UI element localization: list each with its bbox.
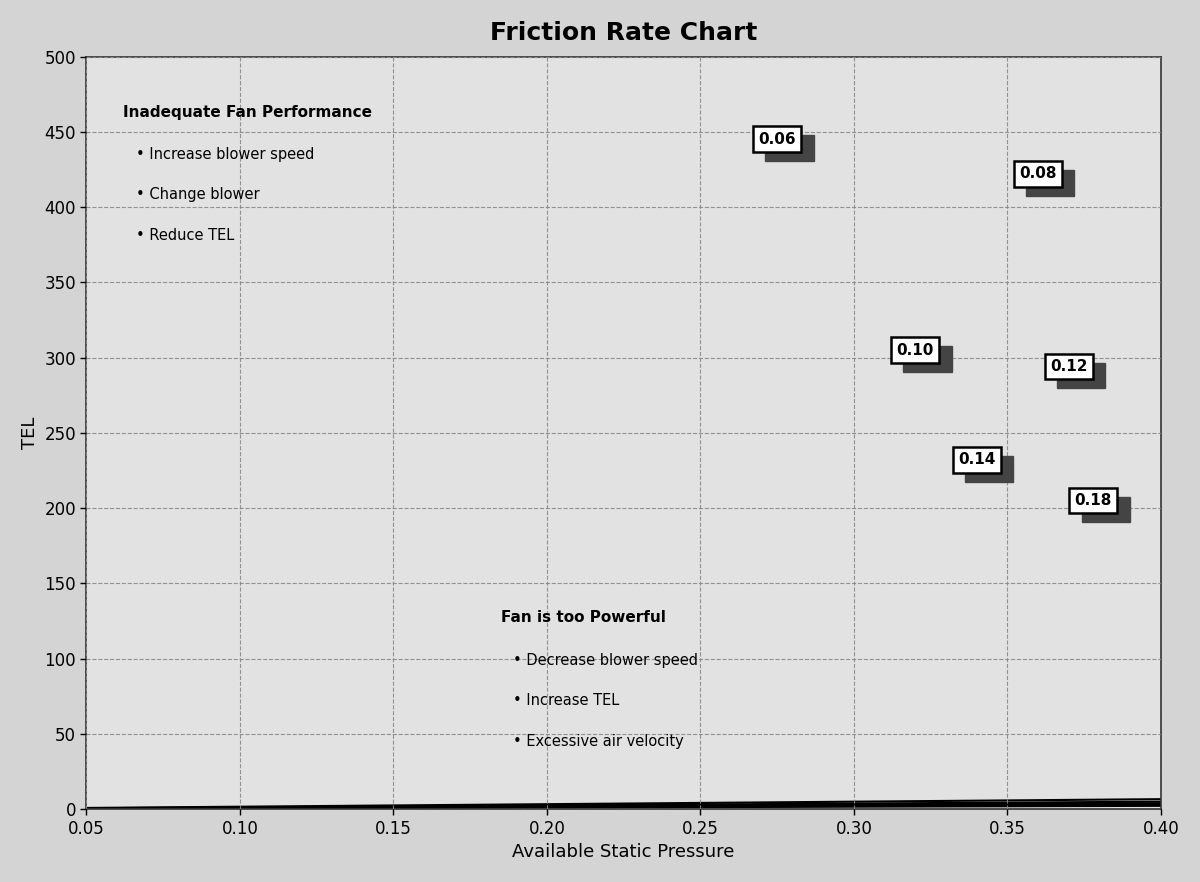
Text: Inadequate Fan Performance: Inadequate Fan Performance	[124, 105, 372, 120]
Text: 0.10: 0.10	[908, 352, 946, 367]
Text: 0.12: 0.12	[1050, 359, 1087, 374]
Y-axis label: TEL: TEL	[20, 416, 38, 449]
Text: 0.18: 0.18	[1087, 502, 1124, 517]
Text: 0.10: 0.10	[896, 342, 934, 357]
Text: 0.14: 0.14	[971, 461, 1008, 476]
Text: 0.08: 0.08	[1032, 176, 1069, 191]
Text: • Decrease blower speed: • Decrease blower speed	[514, 653, 698, 668]
Text: • Reduce TEL: • Reduce TEL	[136, 228, 234, 243]
Text: • Increase blower speed: • Increase blower speed	[136, 146, 314, 161]
Text: 0.18: 0.18	[1074, 493, 1112, 508]
Text: 0.06: 0.06	[770, 141, 808, 156]
Text: • Increase TEL: • Increase TEL	[514, 693, 619, 708]
Text: 0.14: 0.14	[958, 452, 995, 467]
Text: • Change blower: • Change blower	[136, 188, 259, 203]
Text: 0.06: 0.06	[758, 131, 796, 146]
Text: • Excessive air velocity: • Excessive air velocity	[514, 734, 684, 749]
X-axis label: Available Static Pressure: Available Static Pressure	[512, 843, 734, 861]
Title: Friction Rate Chart: Friction Rate Chart	[490, 21, 757, 45]
Text: 0.08: 0.08	[1019, 167, 1057, 182]
Text: 0.12: 0.12	[1062, 368, 1099, 383]
Text: Fan is too Powerful: Fan is too Powerful	[500, 610, 666, 625]
